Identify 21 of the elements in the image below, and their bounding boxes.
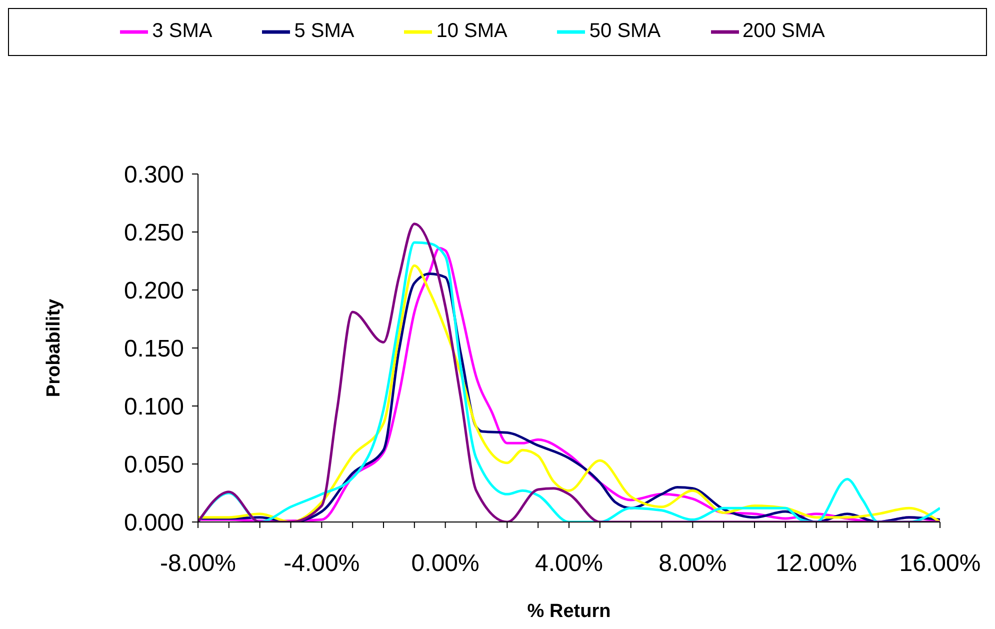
y-tick-label: 0.200 xyxy=(124,278,184,305)
x-tick-label: 16.00% xyxy=(899,550,981,578)
legend-label: 10 SMA xyxy=(436,20,508,42)
y-tick-label: 0.150 xyxy=(124,336,184,363)
x-tick-label: -8.00% xyxy=(160,550,236,578)
x-axis-title: % Return xyxy=(527,601,611,622)
legend-label: 5 SMA xyxy=(294,20,354,42)
legend-label: 50 SMA xyxy=(589,20,661,42)
y-axis-title: Probability xyxy=(44,298,65,398)
x-tick-label: 4.00% xyxy=(534,550,604,578)
legend-label: 3 SMA xyxy=(152,20,212,42)
x-tick-label: -4.00% xyxy=(284,550,360,578)
y-tick-label: 0.000 xyxy=(124,510,184,537)
y-tick-label: 0.050 xyxy=(124,452,184,479)
legend-label: 200 SMA xyxy=(742,20,825,42)
y-tick-label: 0.250 xyxy=(124,220,184,247)
y-tick-label: 0.100 xyxy=(124,394,184,421)
y-tick-label: 0.300 xyxy=(124,162,184,189)
x-tick-label: 8.00% xyxy=(658,550,727,578)
x-tick-label: 12.00% xyxy=(776,550,858,578)
x-tick-label: 0.00% xyxy=(411,550,480,578)
